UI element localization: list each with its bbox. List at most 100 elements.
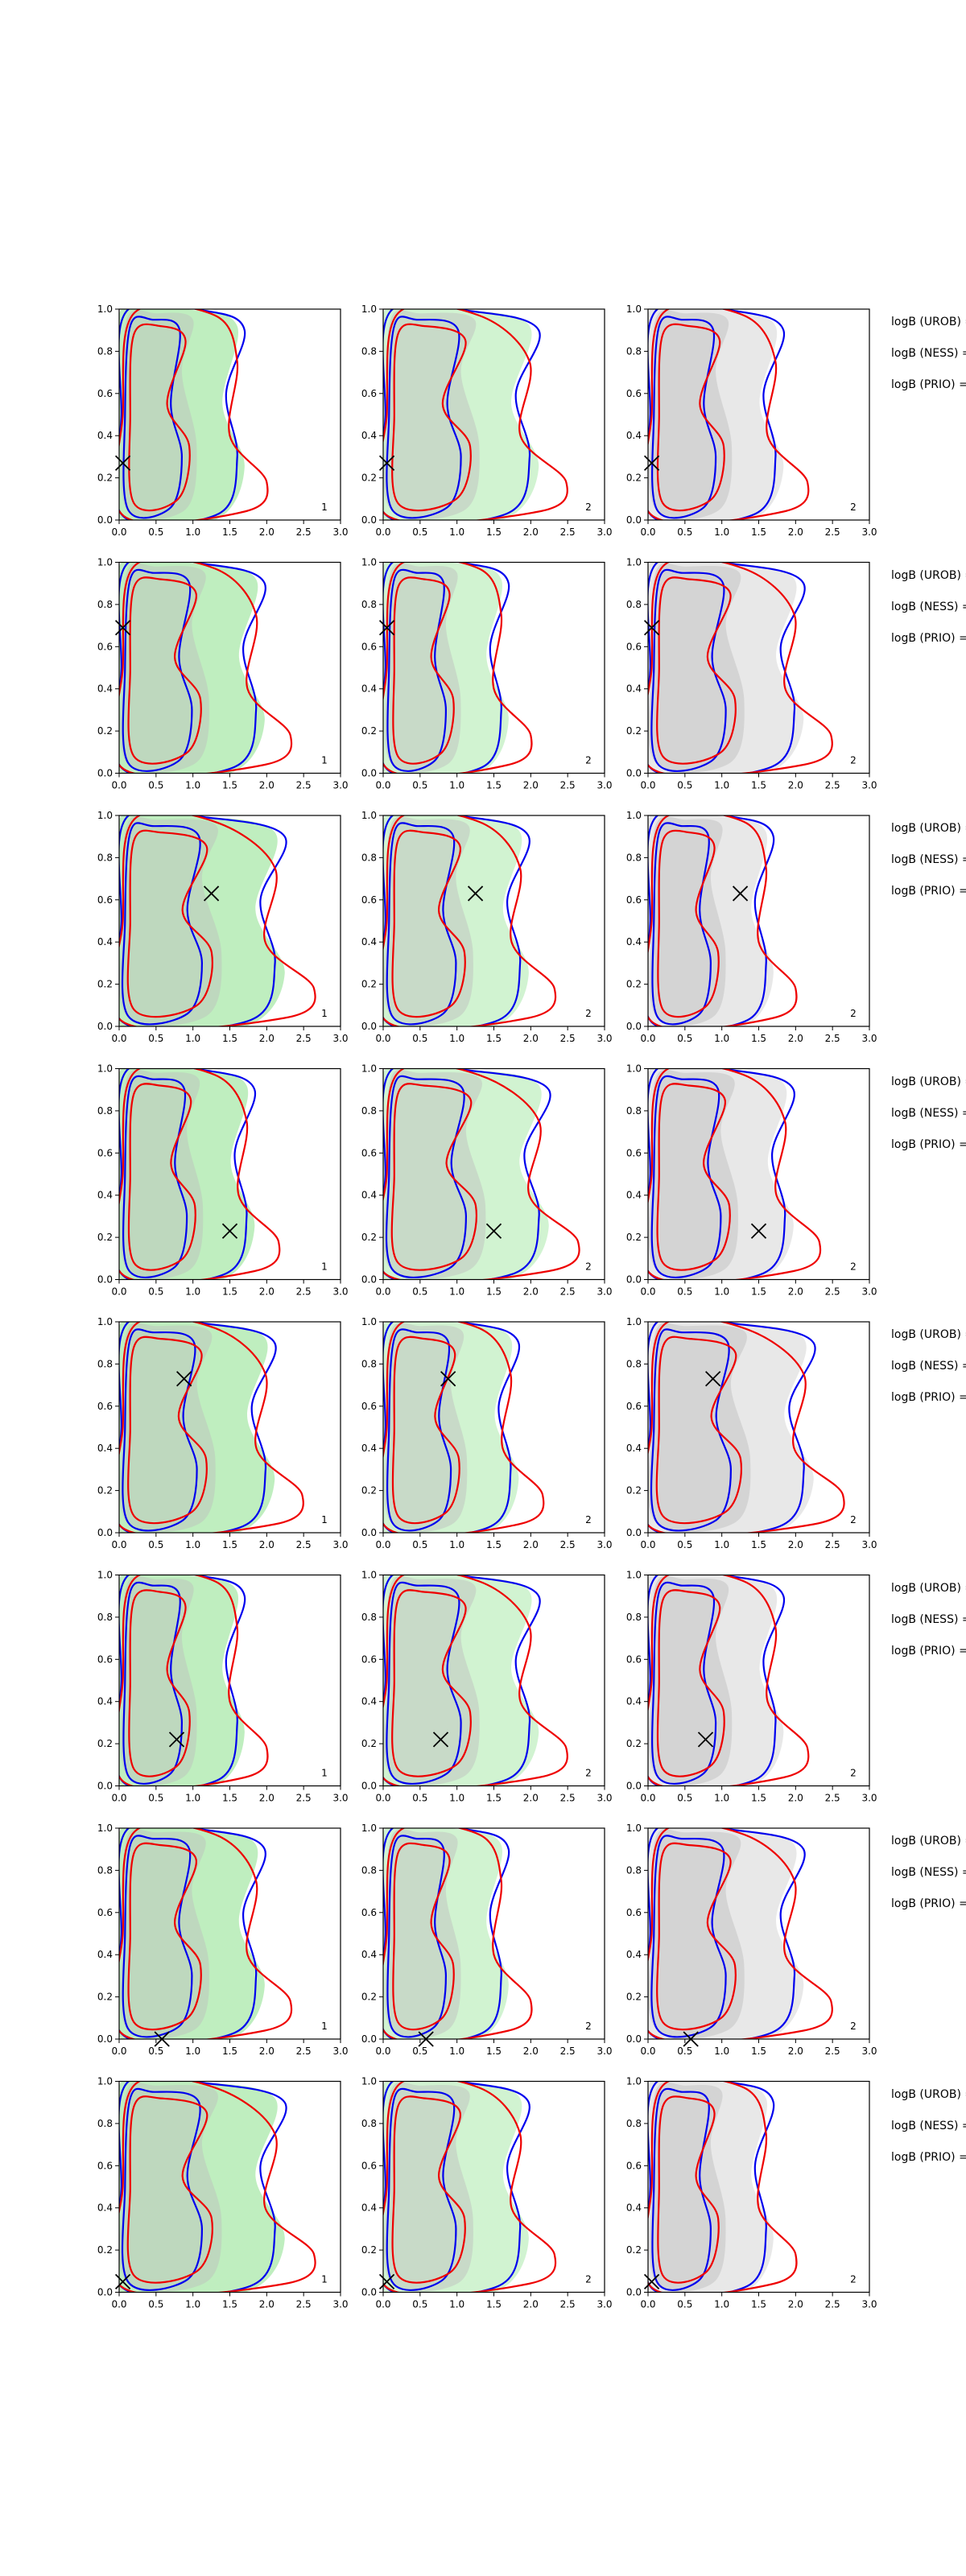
y-tick-label: 0.8 xyxy=(361,1358,377,1369)
y-tick-label: 1.0 xyxy=(361,2076,377,2087)
panel-r8-c2: 0.0 0.5 1.0 1.5 2.0 2.5 3.0 0.0 0.2 0.4 0.6 0.8 1.0 2 xyxy=(361,2076,613,2310)
y-tick-label: 0.6 xyxy=(97,1401,113,1412)
y-tick-label: 0.6 xyxy=(361,641,377,652)
x-tick-label: 1.0 xyxy=(449,1793,464,1804)
x-tick-label: 1.0 xyxy=(185,1793,200,1804)
red-inner-contour xyxy=(392,1842,455,2031)
green-density-region xyxy=(383,1322,519,1533)
red-outer-contour xyxy=(383,815,557,1026)
x-tick-label: 0.5 xyxy=(148,1539,163,1550)
x-tick-label: 1.0 xyxy=(449,1033,464,1044)
x-tick-label: 1.5 xyxy=(222,1286,237,1298)
x-tick-label: 0.5 xyxy=(412,780,427,791)
x-tick-label: 0.0 xyxy=(111,1539,126,1550)
y-tick-label: 0.0 xyxy=(626,1527,642,1538)
x-tick-label: 3.0 xyxy=(861,1033,877,1044)
x-tick-label: 2.5 xyxy=(296,1286,312,1298)
panel-label: 1 xyxy=(321,2274,328,2285)
blue-inner-contour xyxy=(122,1328,198,1532)
row-annotation: logB (NESS) = xyxy=(891,600,966,613)
red-inner-contour xyxy=(127,1335,208,1525)
grey-density-region xyxy=(648,309,784,520)
blue-outer-contour xyxy=(648,562,806,774)
y-tick-label: 0.4 xyxy=(97,1443,113,1454)
blue-outer-contour xyxy=(383,562,510,774)
x-tick-label: 0.5 xyxy=(148,1033,163,1044)
panel-r8-c1: 0.0 0.5 1.0 1.5 2.0 2.5 3.0 0.0 0.2 0.4 0.6 0.8 1.0 1 xyxy=(97,2076,349,2310)
y-tick-label: 0.8 xyxy=(97,2118,113,2129)
panel-r7-c1: 0.0 0.5 1.0 1.5 2.0 2.5 3.0 0.0 0.2 0.4 0.6 0.8 1.0 1 xyxy=(97,1823,349,2057)
x-tick-label: 2.0 xyxy=(259,2046,275,2057)
y-tick-label: 0.2 xyxy=(361,1738,377,1749)
x-tick-label: 2.5 xyxy=(560,780,576,791)
x-tick-label: 2.0 xyxy=(523,1033,539,1044)
x-tick-label: 0.5 xyxy=(677,1793,692,1804)
green-density-region xyxy=(119,1322,275,1533)
y-tick-label: 1.0 xyxy=(626,2076,642,2087)
row-annotation: logB (NESS) = xyxy=(891,1612,966,1626)
red-inner-contour xyxy=(391,2095,466,2284)
x-tick-label: 2.0 xyxy=(259,1793,275,1804)
y-tick-label: 0.0 xyxy=(97,2287,113,2298)
row-annotation: logB (NESS) = xyxy=(891,1360,966,1373)
y-tick-label: 0.6 xyxy=(361,1653,377,1665)
x-tick-label: 2.5 xyxy=(296,1793,312,1804)
y-tick-label: 0.4 xyxy=(361,1696,377,1707)
panel-r2-c2: 0.0 0.5 1.0 1.5 2.0 2.5 3.0 0.0 0.2 0.4 0.6 0.8 1.0 2 xyxy=(361,557,613,791)
y-tick-label: 0.6 xyxy=(626,641,642,652)
y-tick-label: 0.2 xyxy=(97,1738,113,1749)
y-tick-label: 1.0 xyxy=(97,1570,113,1581)
panel-r4-c2: 0.0 0.5 1.0 1.5 2.0 2.5 3.0 0.0 0.2 0.4 0.6 0.8 1.0 2 xyxy=(361,1063,613,1298)
x-tick-label: 1.5 xyxy=(486,780,502,791)
green-density-region xyxy=(383,1068,549,1280)
row-annotation: logB (UROB) = xyxy=(891,1581,966,1595)
x-tick-label: 3.0 xyxy=(861,780,877,791)
red-inner-contour xyxy=(391,323,472,512)
panel-label: 2 xyxy=(850,755,857,766)
green-density-region xyxy=(119,1575,245,1786)
blue-outer-contour xyxy=(383,815,530,1026)
x-tick-label: 1.5 xyxy=(486,526,502,538)
x-tick-label: 2.0 xyxy=(788,1539,803,1550)
panel-label: 1 xyxy=(321,502,328,513)
panel-r4-c3: 0.0 0.5 1.0 1.5 2.0 2.5 3.0 0.0 0.2 0.4 0.6 0.8 1.0 2 xyxy=(626,1063,877,1298)
panel-label: 1 xyxy=(321,2021,328,2032)
red-inner-contour xyxy=(390,1083,477,1271)
y-tick-label: 0.0 xyxy=(361,514,377,526)
blue-outer-contour xyxy=(648,1068,795,1280)
x-tick-label: 1.5 xyxy=(222,2299,237,2310)
blue-inner-contour xyxy=(650,1328,733,1532)
x-tick-label: 0.5 xyxy=(148,526,163,538)
y-tick-label: 1.0 xyxy=(626,1063,642,1075)
y-tick-label: 0.2 xyxy=(626,1738,642,1749)
y-tick-label: 0.8 xyxy=(97,1358,113,1369)
panel-r7-c2: 0.0 0.5 1.0 1.5 2.0 2.5 3.0 0.0 0.2 0.4 0.6 0.8 1.0 2 xyxy=(361,1823,613,2057)
row-annotation: logB (PRIO) = xyxy=(891,378,966,391)
y-tick-label: 0.4 xyxy=(97,936,113,947)
x-tick-label: 3.0 xyxy=(597,1539,612,1550)
red-outer-contour xyxy=(119,1828,293,2039)
x-tick-label: 0.5 xyxy=(148,1793,163,1804)
y-tick-label: 0.2 xyxy=(361,979,377,990)
x-tick-label: 1.5 xyxy=(486,1033,502,1044)
blue-outer-contour xyxy=(119,1575,246,1786)
true-value-marker xyxy=(467,886,484,902)
x-tick-label: 0.5 xyxy=(148,780,163,791)
x-tick-label: 2.5 xyxy=(560,2299,576,2310)
row-annotation: logB (PRIO) = xyxy=(891,631,966,645)
y-tick-label: 0.2 xyxy=(97,2244,113,2256)
x-tick-label: 2.0 xyxy=(788,526,803,538)
panel-label: 1 xyxy=(321,1261,328,1273)
x-tick-label: 2.0 xyxy=(259,1033,275,1044)
x-tick-label: 0.0 xyxy=(375,2299,390,2310)
x-tick-label: 0.0 xyxy=(111,1286,126,1298)
panel-r6-c1: 0.0 0.5 1.0 1.5 2.0 2.5 3.0 0.0 0.2 0.4 0.6 0.8 1.0 1 xyxy=(97,1570,349,1804)
grey-density-region xyxy=(648,1575,784,1786)
y-tick-label: 0.8 xyxy=(361,345,377,357)
panel-label: 2 xyxy=(850,1514,857,1525)
red-inner-contour xyxy=(657,829,720,1018)
x-tick-label: 2.0 xyxy=(259,2299,275,2310)
x-tick-label: 2.5 xyxy=(560,2046,576,2057)
y-tick-label: 0.4 xyxy=(361,683,377,695)
